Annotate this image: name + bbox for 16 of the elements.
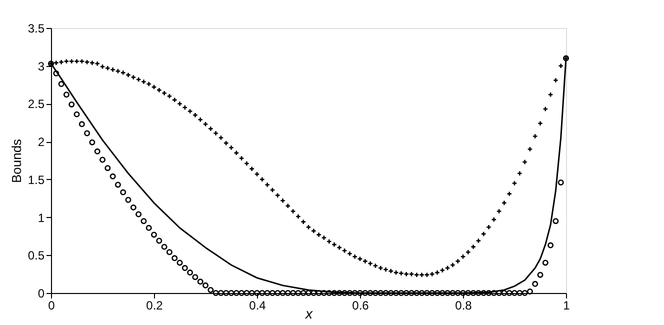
y-tick-label: 1.5 — [28, 172, 45, 187]
x-tick-label: 1 — [563, 298, 570, 312]
x-tick-label: 0.4 — [249, 298, 266, 312]
y-tick-label: 1 — [38, 210, 45, 225]
x-tick-label: 0 — [48, 298, 56, 312]
x-tick-label: 0.8 — [455, 298, 472, 312]
y-tick-label: 0 — [38, 286, 45, 300]
y-tick-label: 3.5 — [28, 22, 45, 36]
x-axis-title: x — [304, 306, 314, 322]
y-tick-label: 3 — [38, 59, 45, 74]
y-tick-label: 0.5 — [28, 248, 45, 263]
x-tick-label: 0.6 — [352, 298, 370, 312]
x-tick-label: 0.2 — [146, 298, 164, 312]
y-axis-title: Bounds — [8, 138, 24, 184]
y-tick-label: 2 — [38, 135, 45, 150]
y-tick-label: 2.5 — [28, 97, 45, 112]
